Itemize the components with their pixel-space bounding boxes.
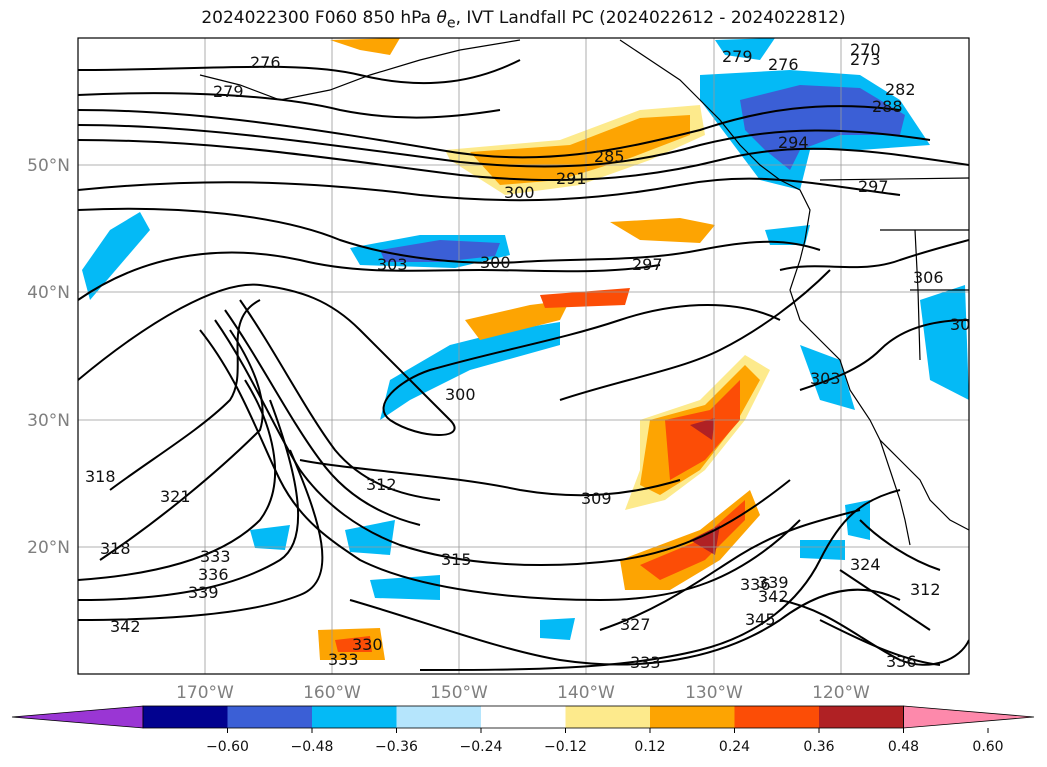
- contour-label: 303: [377, 255, 408, 274]
- lon-tick-label: 140°W: [557, 683, 615, 703]
- lon-tick-label: 120°W: [812, 683, 870, 703]
- contour-label: 342: [758, 587, 789, 606]
- lat-tick-label: 50°N: [27, 156, 70, 176]
- map-title: 2024022300 F060 850 hPa θe, IVT Landfall…: [201, 8, 846, 32]
- contour-label: 342: [110, 617, 141, 636]
- lat-tick-label: 20°N: [27, 538, 70, 558]
- colorbar-swatch: [481, 706, 566, 728]
- colorbar-swatch: [650, 706, 735, 728]
- contour-label: 297: [632, 255, 663, 274]
- colorbar-swatch: [734, 706, 820, 728]
- contour-label: 336: [886, 652, 917, 671]
- colorbar-extend-high: [903, 705, 1035, 729]
- contour-label: 294: [778, 133, 809, 152]
- theta-e-contours: [78, 59, 969, 671]
- contour-label: 318: [100, 539, 131, 558]
- colorbar-frame: [142, 705, 904, 729]
- lat-tick-label: 40°N: [27, 283, 70, 303]
- coastlines: [199, 39, 969, 546]
- contour-label: 336: [740, 575, 771, 594]
- contour-label: 288: [872, 97, 903, 116]
- map-panel: 276 279 279 276 270 273 282 288 294 285 …: [78, 38, 981, 674]
- colorbar-tick-label: −0.12: [544, 739, 587, 755]
- longitude-axis: 170°W 160°W 150°W 140°W 130°W 120°W: [176, 683, 870, 703]
- contour-label: 270: [850, 40, 881, 59]
- colorbar-extend-low: [11, 705, 144, 729]
- colorbar-tick-label: −0.36: [375, 739, 418, 755]
- colorbar: −0.60 −0.48 −0.36 −0.24 −0.12 0.12 0.24 0.36 0.4…: [11, 705, 1035, 755]
- theta-subscript: e: [446, 15, 456, 32]
- colorbar-tick-label: −0.24: [460, 739, 503, 755]
- contour-label: 285: [594, 147, 625, 166]
- contour-label: 321: [160, 487, 191, 506]
- contour-label: 345: [745, 610, 776, 629]
- contour-label: 318: [85, 467, 116, 486]
- lat-tick-label: 30°N: [27, 411, 70, 431]
- colorbar-tick-label: 0.60: [972, 739, 1003, 755]
- contour-label: 339: [188, 583, 219, 602]
- contour-label: 333: [328, 650, 359, 669]
- lon-tick-label: 130°W: [685, 683, 743, 703]
- contour-label: 300: [504, 183, 535, 202]
- colorbar-swatch: [143, 706, 228, 728]
- contour-label: 336: [198, 565, 229, 584]
- contour-label: 330: [352, 635, 383, 654]
- contour-label: 333: [200, 547, 231, 566]
- colorbar-tick-label: 0.36: [803, 739, 834, 755]
- colorbar-swatch: [396, 706, 482, 728]
- graticule: [78, 38, 969, 674]
- contour-label: 303: [810, 369, 841, 388]
- contour-label: 306: [913, 268, 944, 287]
- contour-label: 312: [910, 580, 941, 599]
- colorbar-swatch: [819, 706, 904, 728]
- contour-label: 333: [630, 653, 661, 672]
- contour-label: 300: [480, 253, 511, 272]
- colorbar-tick-label: 0.48: [888, 739, 919, 755]
- contour-label: 315: [441, 550, 472, 569]
- contour-label: 282: [885, 80, 916, 99]
- contour-label: 297: [858, 177, 889, 196]
- colorbar-tick-label: −0.60: [206, 739, 249, 755]
- contour-label: 339: [758, 573, 789, 592]
- colorbar-tick-label: 0.24: [719, 739, 750, 755]
- colorbar-tick-label: 0.12: [634, 739, 665, 755]
- contour-label: 276: [250, 53, 281, 72]
- contour-label: 327: [620, 615, 651, 634]
- contour-label: 279: [213, 82, 244, 101]
- contour-label: 324: [850, 555, 881, 574]
- contour-label-group: 276 279 279 276 270 273 282 288 294 285 …: [85, 40, 981, 672]
- contour-label: 291: [556, 169, 587, 188]
- theta-symbol: θ: [436, 8, 447, 28]
- lon-tick-label: 170°W: [176, 683, 234, 703]
- contour-label: 309: [581, 489, 612, 508]
- colorbar-swatch: [227, 706, 313, 728]
- contour-label: 300: [445, 385, 476, 404]
- contour-label: 312: [366, 475, 397, 494]
- lon-tick-label: 150°W: [430, 683, 488, 703]
- contour-label: 309: [950, 315, 981, 334]
- colorbar-swatch: [312, 706, 397, 728]
- colorbar-tick-label: −0.48: [291, 739, 334, 755]
- map-frame: [77, 37, 970, 675]
- colorbar-swatch: [565, 706, 651, 728]
- contour-label: 276: [768, 55, 799, 74]
- contour-label: 279: [722, 47, 753, 66]
- latitude-axis: 50°N 40°N 30°N 20°N: [27, 156, 70, 558]
- contour-label: 273: [850, 50, 881, 69]
- lon-tick-label: 160°W: [303, 683, 361, 703]
